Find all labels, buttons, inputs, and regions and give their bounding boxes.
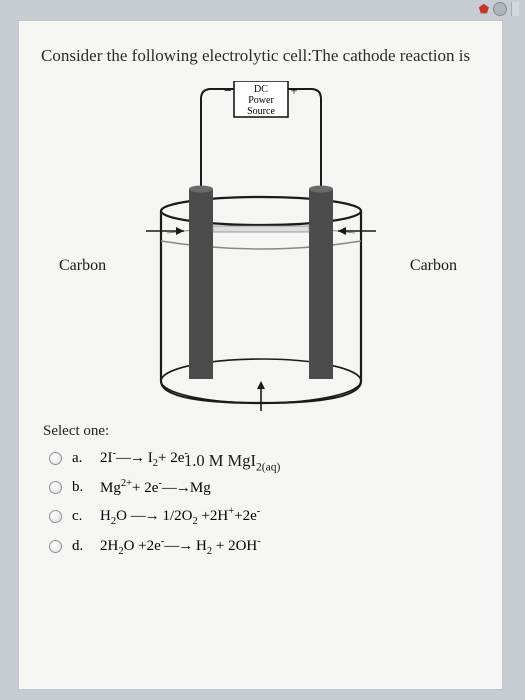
radio-icon[interactable] bbox=[49, 510, 62, 523]
option-letter: a. bbox=[72, 450, 90, 467]
electrode-label-left: Carbon bbox=[59, 257, 106, 275]
option-letter: c. bbox=[72, 508, 90, 525]
radio-icon[interactable] bbox=[49, 452, 62, 465]
plus-terminal: + bbox=[290, 83, 297, 98]
question-card: Consider the following electrolytic cell… bbox=[18, 20, 503, 690]
option-b[interactable]: b. Mg2++ 2e-—→Mg bbox=[49, 478, 480, 497]
shield-icon: ⬟ bbox=[479, 2, 489, 17]
option-text: Mg2++ 2e-—→Mg bbox=[100, 478, 211, 497]
radio-icon[interactable] bbox=[49, 481, 62, 494]
option-text: 2I-—→ I2+ 2e- bbox=[100, 448, 188, 469]
option-text: 2H2O +2e-—→ H2 + 2OH- bbox=[100, 536, 261, 557]
select-one-label: Select one: bbox=[43, 423, 480, 440]
option-letter: d. bbox=[72, 538, 90, 555]
minus-terminal: − bbox=[224, 84, 232, 99]
option-d[interactable]: d. 2H2O +2e-—→ H2 + 2OH- bbox=[49, 536, 480, 557]
electrode-label-right: Carbon bbox=[410, 257, 457, 275]
electrolytic-cell-diagram: DC Power Source − + bbox=[41, 81, 480, 411]
diagram-svg: DC Power Source − + bbox=[106, 81, 416, 411]
option-letter: b. bbox=[72, 479, 90, 496]
power-line-2: Power bbox=[248, 95, 274, 106]
question-text: Consider the following electrolytic cell… bbox=[41, 43, 480, 69]
power-line-3: Source bbox=[247, 106, 275, 117]
browser-chrome: ⬟ bbox=[473, 0, 525, 18]
solution-label: 1.0 M MgI2(aq) bbox=[184, 451, 280, 473]
avatar bbox=[493, 2, 507, 16]
option-c[interactable]: c. H2O —→ 1/2O2 +2H++2e- bbox=[49, 506, 480, 527]
browser-tab-edge bbox=[511, 2, 519, 16]
power-line-1: DC bbox=[254, 84, 268, 95]
option-text: H2O —→ 1/2O2 +2H++2e- bbox=[100, 506, 260, 527]
radio-icon[interactable] bbox=[49, 540, 62, 553]
